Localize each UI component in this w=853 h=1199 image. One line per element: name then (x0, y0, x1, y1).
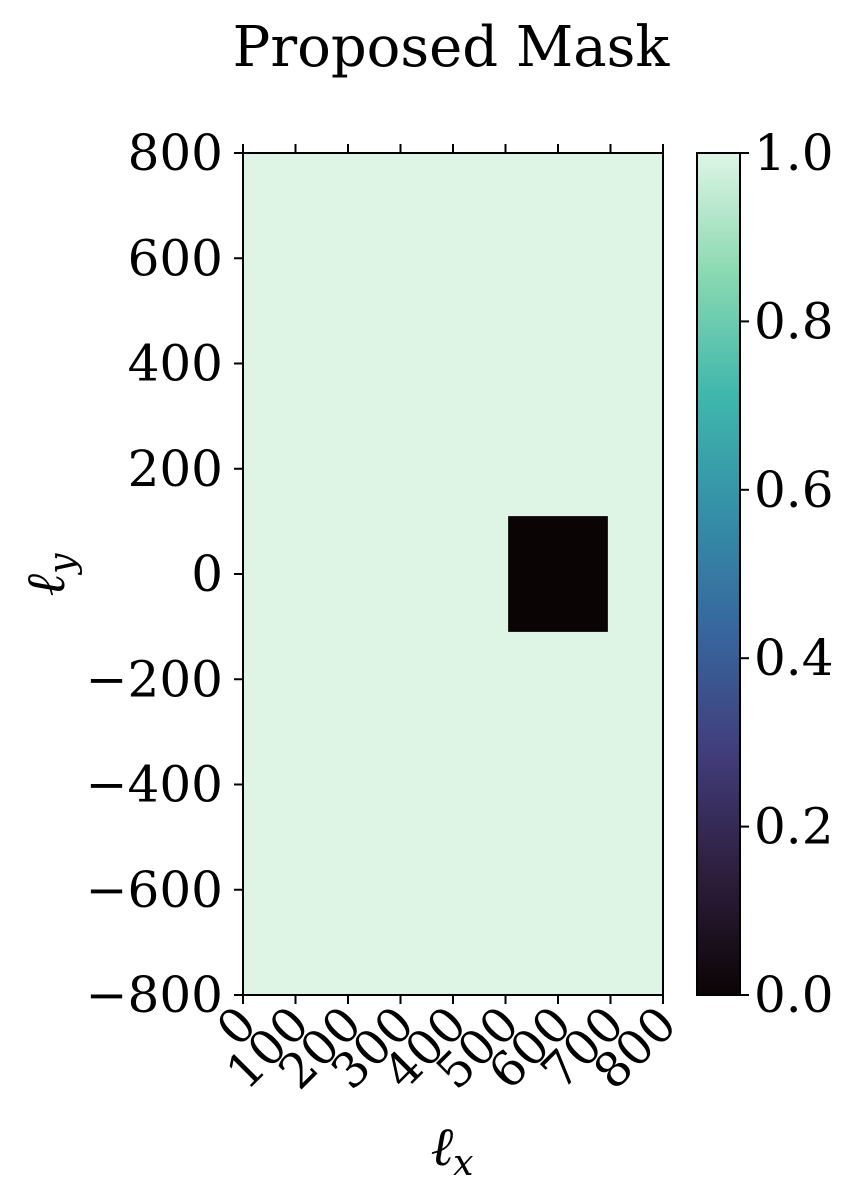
colorbar: 1.0 0.8 0.6 0.4 0.2 0.0 (696, 124, 834, 1024)
colorbar-tick-label: 1.0 (754, 124, 834, 182)
colorbar-tick-label: 0.0 (754, 966, 834, 1024)
y-tick-label: −600 (86, 861, 223, 919)
chart-title: Proposed Mask (233, 15, 671, 80)
x-axis-label-sub: x (453, 1143, 473, 1184)
colorbar-tick-label: 0.8 (754, 292, 834, 350)
colorbar-frame (696, 152, 741, 996)
y-tick-label: −400 (86, 756, 223, 814)
colorbar-gradient (697, 153, 740, 995)
plot-area: 8006004002000−200−400−600−80001002003004… (86, 124, 688, 1100)
y-tick-label: 600 (128, 229, 223, 287)
colorbar-tick-label: 0.6 (754, 461, 834, 519)
y-tick-label: 200 (128, 440, 223, 498)
masked-region (508, 516, 608, 632)
y-axis-label-main: ℓ (14, 573, 77, 596)
x-axis-label-main: ℓ (431, 1115, 454, 1178)
colorbar-tick-label: 0.4 (754, 629, 834, 687)
y-tick-label: −200 (86, 650, 223, 708)
y-axis-label-group: ℓy (14, 553, 83, 597)
y-axis-label: ℓy (14, 553, 83, 597)
y-tick-label: 0 (191, 545, 223, 603)
y-tick-label: −800 (86, 966, 223, 1024)
y-axis-label-sub: y (42, 553, 83, 576)
y-tick-label: 400 (128, 335, 223, 393)
colorbar-tick-label: 0.2 (754, 798, 834, 856)
y-tick-label: 800 (128, 124, 223, 182)
x-axis-label: ℓx (431, 1115, 474, 1184)
